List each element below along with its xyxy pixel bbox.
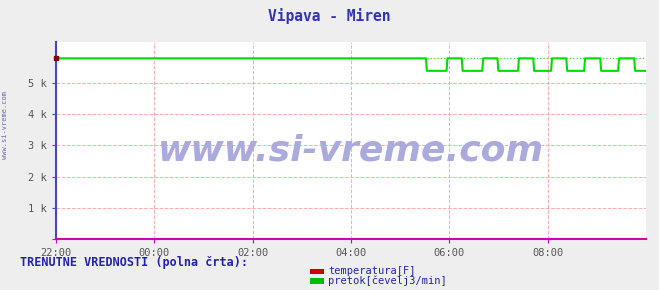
Text: www.si-vreme.com: www.si-vreme.com [2, 91, 9, 159]
Text: www.si-vreme.com: www.si-vreme.com [158, 133, 544, 168]
Text: TRENUTNE VREDNOSTI (polna črta):: TRENUTNE VREDNOSTI (polna črta): [20, 256, 248, 269]
Text: pretok[čevelj3/min]: pretok[čevelj3/min] [328, 276, 447, 286]
Text: temperatura[F]: temperatura[F] [328, 267, 416, 276]
Text: Vipava - Miren: Vipava - Miren [268, 8, 391, 24]
